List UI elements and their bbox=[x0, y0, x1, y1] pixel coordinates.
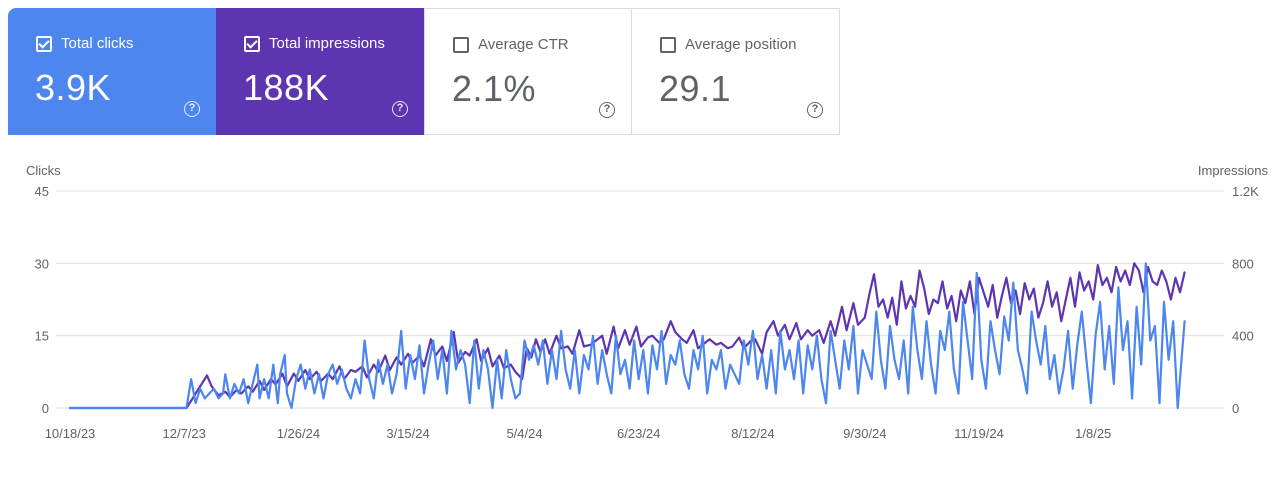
left-tick-label: 30 bbox=[35, 256, 49, 271]
total-clicks-value: 3.9K bbox=[35, 67, 112, 108]
x-tick-label: 11/19/24 bbox=[954, 426, 1004, 441]
help-icon[interactable]: ? bbox=[392, 101, 408, 117]
average-position-checkbox[interactable] bbox=[660, 36, 676, 53]
average-ctr-checkbox[interactable] bbox=[453, 36, 469, 53]
x-tick-label: 10/18/23 bbox=[45, 426, 96, 441]
total-clicks-checkbox[interactable] bbox=[36, 35, 52, 52]
total-impressions-value: 188K bbox=[243, 67, 330, 108]
right-axis-ticks: 0 400 800 1.2K bbox=[1232, 184, 1259, 416]
average-ctr-label: Average CTR bbox=[453, 36, 569, 53]
average-position-value: 29.1 bbox=[659, 68, 732, 109]
x-tick-label: 12/7/23 bbox=[163, 426, 206, 441]
x-axis-ticks: 10/18/23 12/7/23 1/26/24 3/15/24 5/4/24 6/23/… bbox=[45, 426, 1112, 441]
help-icon[interactable]: ? bbox=[184, 101, 200, 117]
right-axis-title: Impressions bbox=[1198, 163, 1269, 178]
x-tick-label: 6/23/24 bbox=[617, 426, 660, 441]
total-impressions-label-text: Total impressions bbox=[269, 35, 385, 52]
x-tick-label: 5/4/24 bbox=[506, 426, 542, 441]
total-impressions-card[interactable]: Total impressions 188K ? bbox=[216, 8, 424, 135]
total-clicks-label-text: Total clicks bbox=[61, 35, 134, 52]
help-icon[interactable]: ? bbox=[807, 102, 823, 118]
left-tick-label: 15 bbox=[35, 329, 49, 344]
left-tick-label: 0 bbox=[42, 401, 49, 416]
total-impressions-checkbox[interactable] bbox=[244, 35, 260, 52]
average-position-card[interactable]: Average position 29.1 ? bbox=[632, 8, 840, 135]
total-impressions-label: Total impressions bbox=[244, 35, 385, 52]
average-ctr-label-text: Average CTR bbox=[478, 36, 569, 53]
left-axis-title: Clicks bbox=[26, 163, 61, 178]
total-clicks-card[interactable]: Total clicks 3.9K ? bbox=[8, 8, 216, 135]
x-tick-label: 3/15/24 bbox=[386, 426, 429, 441]
x-tick-label: 9/30/24 bbox=[843, 426, 886, 441]
left-axis-ticks: 0 15 30 45 bbox=[35, 184, 49, 416]
metric-cards: Total clicks 3.9K ? Total impressions 18… bbox=[8, 8, 840, 135]
average-position-label: Average position bbox=[660, 36, 796, 53]
average-ctr-value: 2.1% bbox=[452, 68, 537, 109]
x-tick-label: 1/8/25 bbox=[1075, 426, 1111, 441]
x-tick-label: 1/26/24 bbox=[277, 426, 320, 441]
right-tick-label: 1.2K bbox=[1232, 184, 1259, 199]
left-tick-label: 45 bbox=[35, 184, 49, 199]
average-ctr-card[interactable]: Average CTR 2.1% ? bbox=[424, 8, 632, 135]
x-tick-label: 8/12/24 bbox=[731, 426, 774, 441]
average-position-label-text: Average position bbox=[685, 36, 797, 53]
clicks-series-line[interactable] bbox=[68, 262, 1186, 410]
right-tick-label: 800 bbox=[1232, 256, 1254, 271]
chart-series bbox=[68, 262, 1186, 410]
right-tick-label: 0 bbox=[1232, 401, 1239, 416]
total-clicks-label: Total clicks bbox=[36, 35, 134, 52]
help-icon[interactable]: ? bbox=[599, 102, 615, 118]
right-tick-label: 400 bbox=[1232, 329, 1254, 344]
